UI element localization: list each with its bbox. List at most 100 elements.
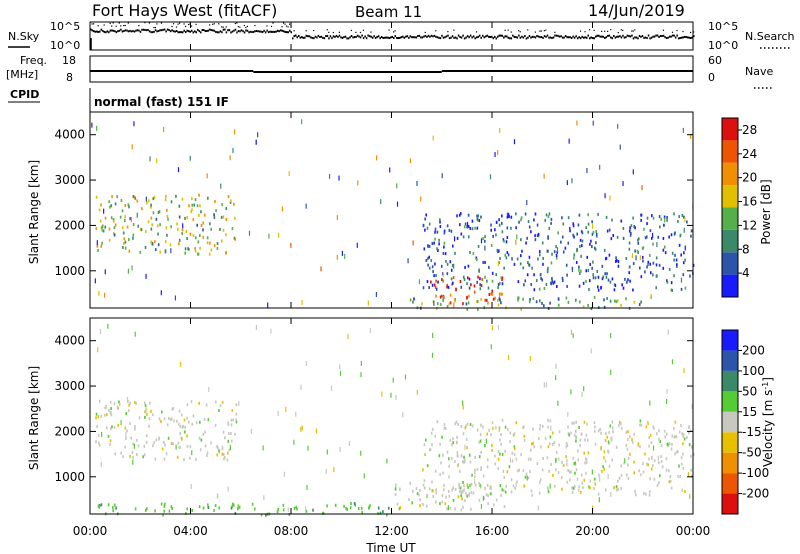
echo-cell: [656, 432, 658, 436]
echo-cell: [446, 304, 449, 308]
echo-cell: [434, 469, 437, 473]
nsky-point: [240, 29, 243, 32]
y-tick-label: 4000: [54, 128, 85, 142]
nsky-point: [234, 28, 237, 31]
nsky-point: [531, 35, 534, 38]
echo-cell: [527, 476, 530, 480]
nsky-point: [533, 35, 535, 38]
nsky-point: [418, 34, 421, 37]
echo-cell: [176, 222, 178, 226]
echo-cell: [488, 292, 491, 296]
echo-cell: [540, 445, 542, 449]
echo-cell: [184, 430, 186, 434]
echo-cell: [199, 420, 201, 424]
echo-cell: [591, 232, 594, 236]
nsky-point: [530, 36, 532, 39]
echo-cell: [543, 304, 545, 308]
echo-cell: [583, 478, 586, 482]
echo-cell: [651, 464, 654, 468]
echo-cell: [634, 249, 636, 253]
echo-cell: [169, 418, 172, 422]
echo-cell: [301, 425, 303, 431]
echo-cell: [473, 290, 476, 294]
echo-cell: [517, 280, 520, 284]
echo-cell: [482, 474, 485, 478]
echo-cell: [164, 198, 167, 202]
echo-cell: [476, 280, 478, 284]
echo-cell: [147, 220, 150, 224]
nsky-point: [477, 35, 479, 38]
nsearch-point: [246, 25, 248, 28]
nsky-point: [243, 31, 246, 34]
echo-cell: [589, 262, 592, 266]
echo-cell: [191, 208, 193, 212]
nsearch-point: [631, 30, 633, 32]
echo-cell: [649, 433, 652, 437]
nsky-point: [365, 37, 368, 40]
nsearch-point: [103, 24, 105, 26]
colorbar-tick-label: 20: [742, 171, 757, 185]
nsearch-point: [138, 25, 140, 27]
nsky-point: [91, 29, 94, 32]
echo-cell: [453, 236, 456, 242]
x-tick-label: 08:00: [274, 524, 309, 538]
echo-cell: [288, 513, 291, 517]
nsearch-point: [115, 25, 117, 27]
echo-cell: [648, 444, 650, 448]
nsky-point: [423, 35, 425, 38]
echo-cell: [153, 195, 156, 199]
echo-cell: [539, 253, 541, 257]
echo-cell: [585, 433, 588, 437]
nsky-point: [558, 35, 561, 38]
nsky-point: [685, 36, 687, 39]
echo-cell: [444, 426, 447, 430]
echo-cell: [170, 200, 173, 204]
beam-title: Beam 11: [355, 3, 422, 21]
echo-cell: [301, 119, 303, 125]
nsky-point: [349, 36, 351, 39]
echo-cell: [485, 298, 488, 302]
echo-cell: [674, 452, 676, 456]
echo-cell: [426, 464, 429, 468]
echo-cell: [234, 511, 237, 515]
echo-cell: [664, 217, 666, 223]
echo-cell: [594, 442, 597, 446]
echo-cell: [652, 242, 654, 246]
echo-cell: [333, 467, 335, 473]
velocity-colorbar-segment: [722, 350, 738, 371]
nsky-point: [222, 28, 225, 31]
nsky-point: [492, 37, 495, 40]
echo-cell: [455, 287, 457, 291]
echo-cell: [489, 486, 491, 490]
echo-cell: [146, 507, 148, 511]
echo-cell: [145, 407, 147, 413]
echo-cell: [206, 241, 209, 245]
echo-cell: [567, 241, 570, 245]
echo-cell: [449, 260, 452, 264]
echo-cell: [531, 493, 533, 497]
echo-cell: [432, 270, 434, 274]
echo-cell: [630, 231, 632, 235]
echo-cell: [644, 236, 647, 240]
echo-cell: [531, 442, 533, 446]
echo-cell: [457, 495, 460, 499]
echo-cell: [219, 404, 222, 408]
nsearch-point: [393, 31, 395, 33]
echo-cell: [629, 435, 631, 439]
echo-cell: [666, 389, 668, 395]
echo-cell: [181, 228, 184, 232]
nsearch-point: [245, 26, 247, 29]
echo-cell: [467, 213, 470, 217]
echo-cell: [646, 216, 649, 220]
echo-cell: [112, 509, 115, 513]
echo-cell: [436, 230, 439, 234]
echo-cell: [692, 263, 695, 267]
echo-cell: [551, 279, 554, 283]
echo-cell: [610, 369, 612, 375]
echo-cell: [680, 253, 683, 257]
echo-cell: [637, 237, 640, 241]
echo-cell: [433, 283, 436, 287]
echo-cell: [176, 227, 179, 231]
echo-cell: [556, 284, 558, 288]
